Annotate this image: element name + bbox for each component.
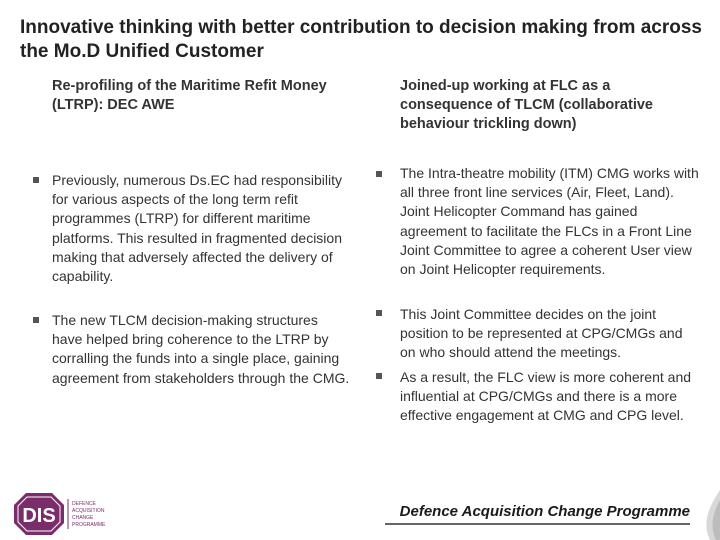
bullet-marker xyxy=(33,177,39,183)
footer: Defence Acquisition Change Programme xyxy=(385,502,690,526)
dis-logo: DIS DEFENCE ACQUISITION CHANGE PROGRAMME xyxy=(14,493,124,535)
logo-tagline-4: PROGRAMME xyxy=(72,522,106,528)
logo-text: DIS xyxy=(22,505,55,527)
bullet-marker xyxy=(33,317,39,323)
right-bullet-2: This Joint Committee decides on the join… xyxy=(400,306,683,361)
logo-badge-shape xyxy=(14,493,64,535)
right-bullet-1: The Intra-theatre mobility (ITM) CMG wor… xyxy=(400,165,699,278)
footer-programme-label: Defence Acquisition Change Programme xyxy=(399,503,690,520)
bullet-marker xyxy=(376,310,382,316)
left-column-heading: Re-profiling of the Maritime Refit Money… xyxy=(52,78,327,113)
footer-divider xyxy=(385,523,690,525)
right-bullet-3: As a result, the FLC view is more cohere… xyxy=(400,369,692,424)
left-bullet-1: Previously, numerous Ds.EC had responsib… xyxy=(52,172,342,285)
bullet-marker xyxy=(376,373,382,379)
logo-tagline-1: DEFENCE xyxy=(72,501,97,507)
bullet-marker xyxy=(376,171,382,177)
corner-swoosh-decoration xyxy=(706,490,720,540)
logo-tagline-2: ACQUISITION xyxy=(72,508,105,514)
logo-tagline-3: CHANGE xyxy=(72,515,94,521)
right-column-heading: Joined-up working at FLC as a consequenc… xyxy=(400,78,653,132)
left-bullet-2: The new TLCM decision-making structures … xyxy=(52,312,350,386)
slide-title: Innovative thinking with better contribu… xyxy=(20,17,702,62)
